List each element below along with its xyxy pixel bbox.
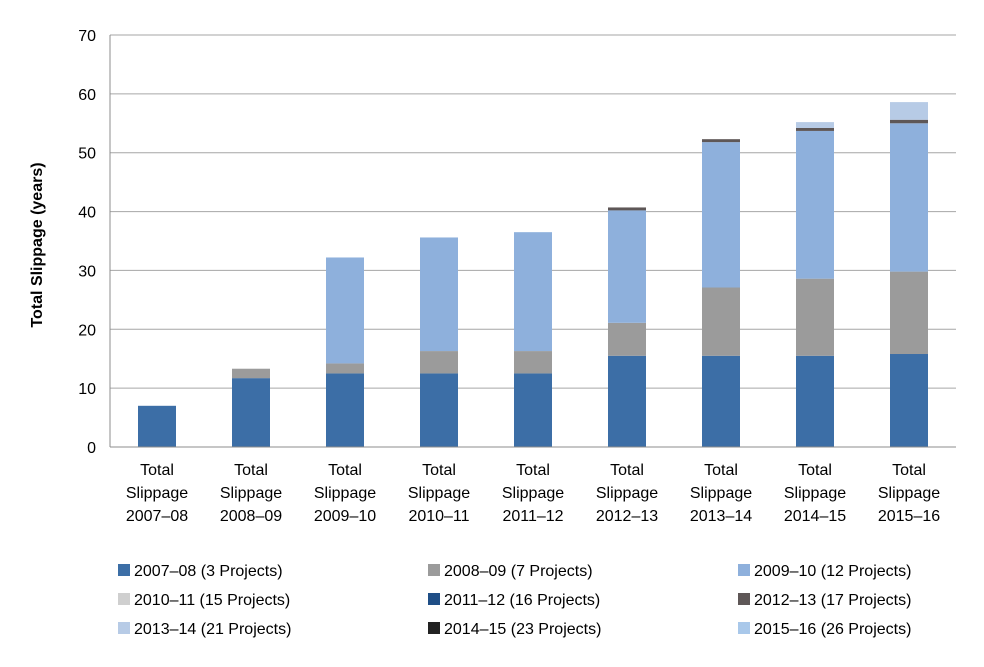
legend-label: 2011–12 (16 Projects) [444, 592, 600, 609]
y-tick-label: 70 [78, 28, 96, 45]
legend-label: 2010–11 (15 Projects) [134, 592, 290, 609]
legend-label: 2015–16 (26 Projects) [754, 621, 911, 638]
bar-segment [890, 102, 928, 120]
legend: 2007–08 (3 Projects) 2008–09 (7 Projects)… [118, 563, 911, 638]
legend-swatch [738, 593, 750, 605]
bar-segment [514, 373, 552, 447]
x-tick-label: 2013–14 [690, 508, 752, 525]
y-tick-label: 10 [78, 381, 96, 398]
legend-label: 2014–15 (23 Projects) [444, 621, 601, 638]
bar-segment [796, 355, 834, 447]
bar-segment [702, 355, 740, 447]
y-tick-label: 20 [78, 322, 96, 339]
bar-segment [420, 373, 458, 447]
y-axis-title: Total Slippage (years) [29, 162, 46, 327]
bar-segment [232, 368, 270, 379]
bar-segment [138, 405, 176, 447]
bar-segment [702, 142, 740, 288]
y-tick-label: 60 [78, 87, 96, 104]
x-tick-label: Slippage [690, 485, 752, 502]
x-tick-label: 2012–13 [596, 508, 658, 525]
legend-item: 2009–10 (12 Projects) [738, 563, 911, 580]
bar-segment [608, 207, 646, 211]
bar-segment [420, 351, 458, 374]
y-tick-labels: 0 10 20 30 40 50 60 70 [78, 28, 96, 457]
x-tick-label: Total [234, 462, 268, 479]
x-tick-label: Slippage [220, 485, 282, 502]
x-tick-label: Slippage [502, 485, 564, 502]
bar-segment [514, 232, 552, 352]
bar-segment [232, 378, 270, 447]
x-tick-label: Slippage [408, 485, 470, 502]
bar-segment [608, 355, 646, 447]
bar-segment [608, 210, 646, 323]
bar-segment [890, 354, 928, 447]
x-tick-label: Total [516, 462, 550, 479]
x-tick-label: Slippage [126, 485, 188, 502]
x-tick-label: Total [892, 462, 926, 479]
legend-swatch [738, 564, 750, 576]
bar-segment [796, 130, 834, 279]
legend-item: 2007–08 (3 Projects) [118, 563, 283, 580]
bar-segment [608, 322, 646, 356]
x-tick-label: Total [422, 462, 456, 479]
legend-swatch [428, 564, 440, 576]
legend-swatch [428, 593, 440, 605]
x-tick-label: Slippage [784, 485, 846, 502]
x-tick-label: Slippage [878, 485, 940, 502]
x-tick-label: 2009–10 [314, 508, 376, 525]
x-tick-label: Total [140, 462, 174, 479]
x-tick-label: Total [798, 462, 832, 479]
bar-segment [326, 373, 364, 447]
legend-swatch [428, 622, 440, 634]
x-tick-label: 2015–16 [878, 508, 940, 525]
y-tick-label: 50 [78, 146, 96, 163]
legend-item: 2015–16 (26 Projects) [738, 621, 911, 638]
bar-segment [514, 351, 552, 374]
legend-item: 2010–11 (15 Projects) [118, 592, 290, 609]
y-tick-label: 0 [87, 440, 96, 457]
legend-swatch [738, 622, 750, 634]
bar-segment [420, 237, 458, 352]
x-tick-label: Total [610, 462, 644, 479]
x-tick-labels: Total Slippage 2007–08 Total Slippage 2008–09… [126, 462, 940, 525]
legend-swatch [118, 622, 130, 634]
legend-swatch [118, 593, 130, 605]
bar-segment [890, 271, 928, 355]
legend-label: 2009–10 (12 Projects) [754, 563, 911, 580]
x-tick-label: 2011–12 [502, 508, 563, 525]
bar-segment [702, 287, 740, 356]
legend-swatch [118, 564, 130, 576]
legend-label: 2008–09 (7 Projects) [444, 563, 593, 580]
legend-label: 2013–14 (21 Projects) [134, 621, 291, 638]
bar-segment [796, 278, 834, 356]
bar-segment [326, 363, 364, 374]
x-tick-label: Slippage [596, 485, 658, 502]
x-tick-label: 2007–08 [126, 508, 188, 525]
y-tick-label: 40 [78, 205, 96, 222]
legend-label: 2012–13 (17 Projects) [754, 592, 911, 609]
bar-segment [890, 123, 928, 272]
bar-segment [702, 139, 740, 143]
legend-item: 2011–12 (16 Projects) [428, 592, 600, 609]
x-tick-label: Total [328, 462, 362, 479]
legend-item: 2013–14 (21 Projects) [118, 621, 291, 638]
legend-item: 2014–15 (23 Projects) [428, 621, 601, 638]
x-tick-label: Slippage [314, 485, 376, 502]
bar-segment [890, 119, 928, 124]
x-tick-label: 2008–09 [220, 508, 282, 525]
x-tick-label: Total [704, 462, 738, 479]
x-tick-label: 2010–11 [408, 508, 469, 525]
axes [109, 35, 956, 448]
bar-segment [326, 257, 364, 364]
y-tick-label: 30 [78, 263, 96, 280]
legend-item: 2012–13 (17 Projects) [738, 592, 911, 609]
legend-item: 2008–09 (7 Projects) [428, 563, 593, 580]
x-tick-label: 2014–15 [784, 508, 846, 525]
bar-segment [796, 127, 834, 131]
bars [138, 102, 928, 447]
bar-segment [796, 122, 834, 128]
legend-label: 2007–08 (3 Projects) [134, 563, 283, 580]
